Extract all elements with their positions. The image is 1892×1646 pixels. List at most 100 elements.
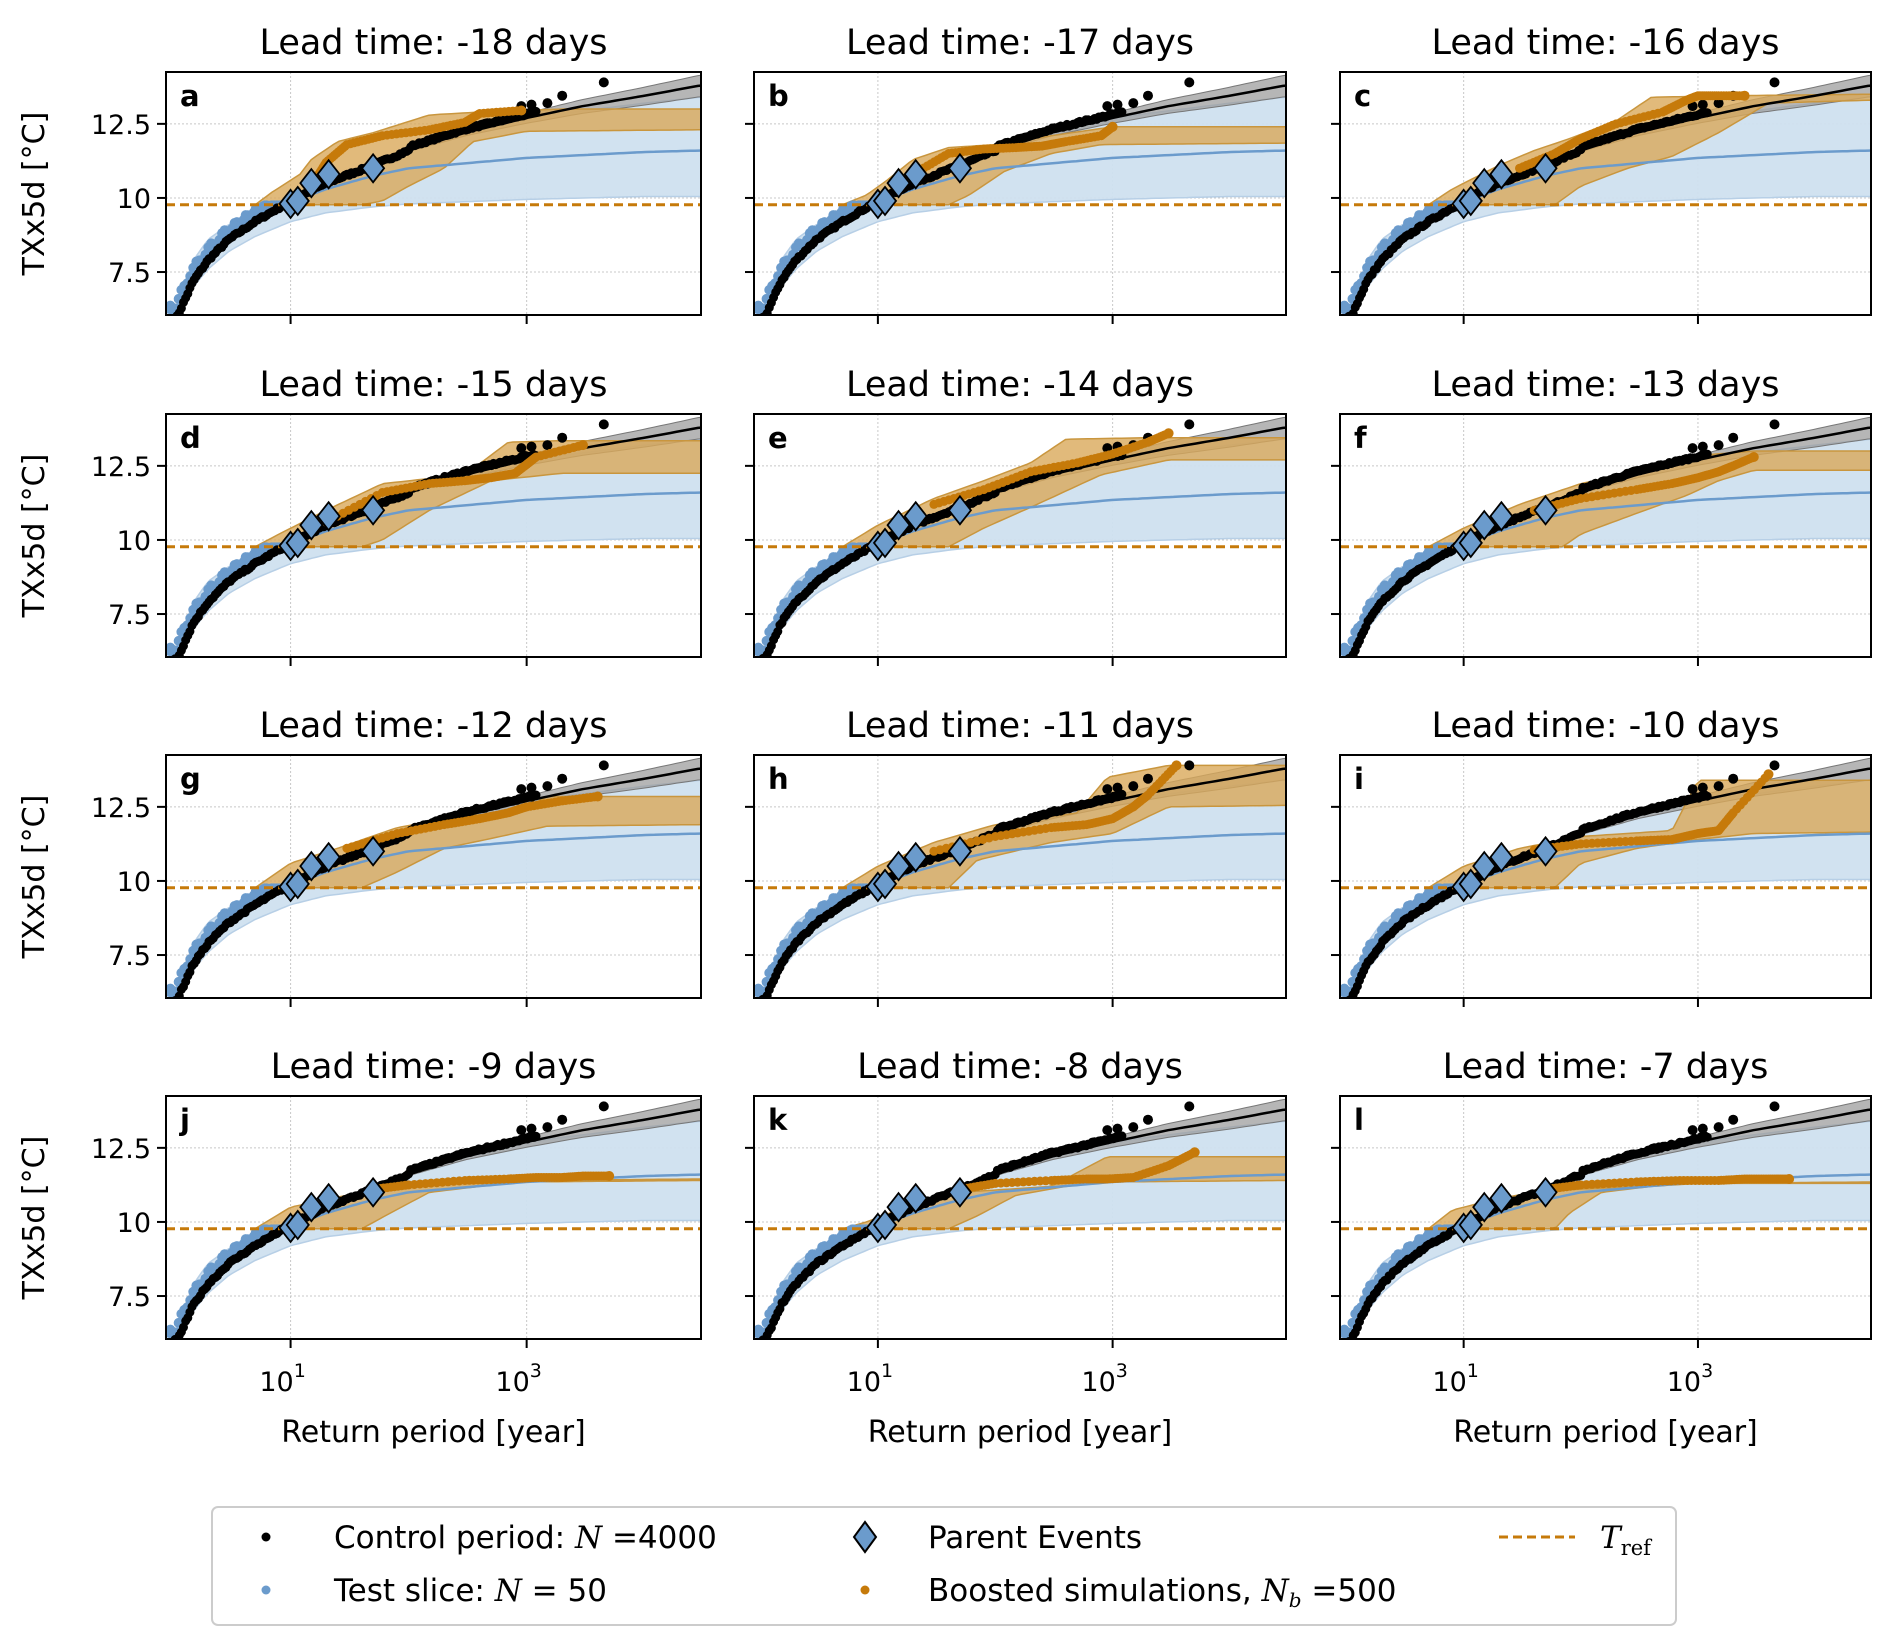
legend-marker-boosted (860, 1585, 870, 1595)
plot-area (1340, 1096, 1871, 1339)
panel-title: Lead time: -17 days (846, 23, 1194, 63)
y-tick-label: 12.5 (91, 110, 151, 141)
control-point (1117, 1131, 1127, 1141)
parent-event-marker (360, 1176, 386, 1208)
plot-area (754, 414, 1286, 657)
parent-event-marker (886, 167, 911, 199)
plot-area (166, 1096, 701, 1339)
parent-event-marker (1533, 1176, 1558, 1208)
panel-letter: g (180, 762, 201, 796)
control-fit-line (1545, 1108, 1871, 1191)
panel-f: Lead time: -13 days f (1331, 365, 1872, 666)
parent-event-marker (1458, 868, 1483, 900)
axes-frame (1339, 71, 1872, 316)
control-point (1728, 773, 1739, 784)
y-tick-label: 7.5 (108, 941, 151, 972)
control-point (542, 98, 553, 109)
control-fit-line (372, 84, 701, 167)
control-point (1184, 77, 1195, 88)
y-axis-label: TXx5d [°C] (17, 1136, 52, 1301)
boosted-ci-band (252, 108, 701, 206)
test-fit-ci-band (170, 1120, 701, 1339)
control-point (1697, 441, 1708, 452)
x-tick-exponent: 3 (1116, 1360, 1128, 1382)
panel-title: Lead time: -14 days (846, 365, 1194, 405)
parent-event-marker (872, 527, 898, 559)
parent-event-marker (1472, 509, 1497, 541)
control-point (516, 1125, 527, 1136)
panel-letter: a (180, 79, 200, 113)
boosted-point (592, 791, 603, 802)
boosted-point (1748, 452, 1759, 462)
parent-event-marker (1472, 167, 1497, 199)
test-fit-ci-band (1344, 1120, 1871, 1339)
control-point (1713, 98, 1724, 109)
control-point (1184, 419, 1195, 430)
test-fit-ci-band (758, 779, 1286, 998)
axes-frame (1339, 754, 1872, 999)
panel-e: Lead time: -14 days e (745, 365, 1287, 666)
x-tick-exponent: 3 (1701, 1360, 1713, 1382)
control-point (557, 1114, 568, 1125)
test-fit-ci-band (758, 1120, 1286, 1339)
panel-letter: e (768, 421, 788, 455)
legend-marker-control (261, 1532, 271, 1542)
parent-event-marker (360, 494, 386, 526)
control-point (1713, 440, 1724, 451)
control-point (1128, 1122, 1139, 1133)
control-point (598, 419, 609, 430)
y-axis-label: TXx5d [°C] (17, 795, 52, 960)
parent-event-marker (1489, 158, 1514, 190)
panel-letter: d (180, 421, 201, 455)
boosted-point (1163, 428, 1174, 439)
parent-event-marker (1458, 527, 1483, 559)
control-point (542, 440, 553, 451)
control-point (526, 441, 537, 452)
x-tick-label: 103 (1081, 1360, 1127, 1398)
parent-event-marker (886, 509, 911, 541)
y-tick-label: 10 (117, 1208, 151, 1239)
control-point (1769, 760, 1780, 771)
parent-event-marker (285, 185, 310, 217)
panel-letter: h (768, 762, 789, 796)
parent-event-marker (886, 1191, 911, 1223)
panel-grid: Lead time: -18 days a 7.5 10 12.5 TXx5d [°C] L… (17, 23, 1872, 1450)
control-point (1728, 432, 1739, 443)
panel-b: Lead time: -17 days b (745, 23, 1287, 324)
panel-h: Lead time: -11 days h (745, 706, 1287, 1007)
parent-event-marker (299, 1191, 324, 1223)
x-tick-exponent: 3 (530, 1360, 542, 1382)
plot-area (166, 414, 701, 657)
parent-event-marker (903, 1182, 928, 1214)
plot-area (1340, 414, 1871, 657)
panel-title: Lead time: -16 days (1431, 23, 1779, 63)
legend-label-parent: Parent Events (928, 1520, 1142, 1556)
control-point (516, 784, 527, 795)
panel-title: Lead time: -18 days (259, 23, 607, 63)
control-point (1128, 98, 1139, 109)
legend-marker-test (261, 1585, 271, 1595)
axes-frame (753, 413, 1287, 658)
y-tick-label: 10 (117, 184, 151, 215)
parent-event-marker (285, 527, 310, 559)
legend-label-tref: Tref (1600, 1520, 1653, 1560)
control-point (1143, 773, 1153, 784)
boosted-point (1739, 90, 1750, 101)
control-point (1184, 1101, 1195, 1112)
panel-i: Lead time: -10 days i (1331, 706, 1872, 1007)
panel-title: Lead time: -7 days (1443, 1047, 1769, 1087)
control-point (526, 782, 537, 793)
x-tick-exponent: 1 (294, 1360, 306, 1382)
control-point (1697, 1123, 1708, 1134)
legend: Control period: N =4000 Test slice: N = … (211, 1506, 1677, 1626)
control-point (1713, 1122, 1724, 1133)
control-point (1769, 1101, 1780, 1112)
panel-title: Lead time: -13 days (1431, 365, 1779, 405)
parent-event-marker (903, 841, 928, 873)
control-point (1117, 107, 1127, 117)
parent-event-marker (1533, 835, 1558, 867)
control-point (598, 1101, 609, 1112)
axes-frame (165, 754, 702, 999)
control-point (526, 1123, 537, 1134)
